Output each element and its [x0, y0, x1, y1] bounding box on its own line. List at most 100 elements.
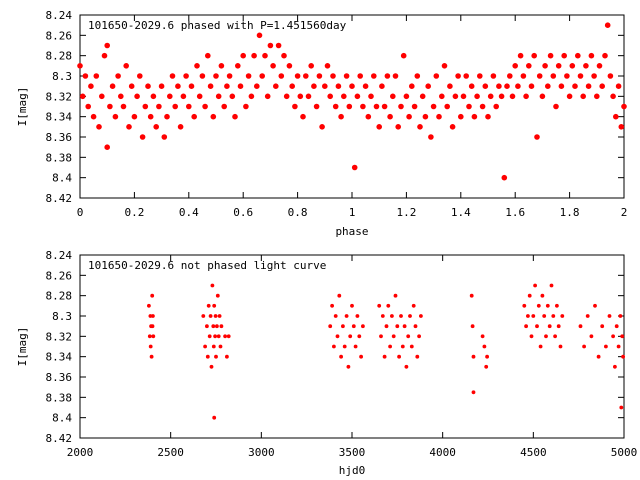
data-point: [390, 314, 394, 318]
data-point: [169, 73, 176, 79]
x-tick-label: 0.8: [288, 206, 308, 219]
data-point: [517, 52, 524, 59]
data-point: [471, 390, 476, 395]
data-point: [82, 73, 89, 79]
data-point: [109, 83, 116, 89]
data-point: [549, 283, 554, 288]
x-tick-label: 1.8: [560, 206, 580, 219]
data-point: [540, 293, 545, 298]
data-point: [267, 42, 274, 49]
y-tick-label: 8.3: [52, 70, 72, 83]
data-point: [466, 103, 472, 110]
x-tick-label: 1.2: [396, 206, 416, 219]
data-point: [217, 314, 222, 318]
x-tick-label: 1.6: [505, 206, 525, 219]
y-tick-label: 8.34: [46, 351, 73, 364]
data-point: [332, 103, 339, 110]
data-point: [411, 103, 418, 110]
data-point: [390, 93, 396, 100]
data-point: [588, 52, 595, 59]
data-point: [604, 344, 608, 349]
data-point: [359, 354, 363, 359]
y-tick-label: 8.34: [46, 111, 73, 124]
data-point: [218, 344, 223, 349]
data-point: [436, 113, 442, 120]
data-point: [203, 344, 208, 349]
data-point: [447, 83, 453, 89]
data-point: [151, 334, 156, 339]
data-point: [167, 93, 173, 100]
data-point: [322, 83, 328, 89]
data-point: [213, 334, 218, 339]
data-point: [207, 334, 212, 339]
data-point: [566, 93, 573, 100]
x-tick-label: 3000: [248, 446, 275, 459]
data-point: [388, 344, 392, 349]
y-tick-label: 8.4: [52, 412, 72, 425]
data-point: [538, 344, 543, 349]
data-point: [207, 83, 214, 89]
data-point: [526, 63, 532, 69]
data-point: [316, 73, 323, 79]
data-point: [202, 103, 208, 110]
data-point: [555, 303, 559, 308]
data-point: [395, 324, 400, 329]
data-point: [413, 324, 418, 329]
data-point: [553, 103, 559, 110]
data-point: [341, 93, 347, 100]
data-point: [509, 93, 516, 100]
data-point: [319, 124, 325, 130]
x-tick-label: 0.2: [124, 206, 144, 219]
x-tick-label: 2: [621, 206, 628, 219]
data-point: [411, 303, 416, 308]
data-point: [134, 93, 140, 100]
data-point: [303, 73, 309, 79]
y-tick-label: 8.26: [46, 269, 73, 282]
data-point: [444, 103, 451, 110]
data-point: [395, 124, 402, 130]
data-point: [479, 103, 486, 110]
data-point: [583, 63, 589, 69]
data-point: [553, 334, 557, 339]
data-point: [205, 324, 209, 329]
data-point: [515, 83, 521, 89]
data-point: [439, 93, 445, 100]
data-point: [153, 124, 159, 130]
data-point: [311, 83, 317, 89]
data-point: [351, 164, 358, 171]
data-point: [585, 83, 592, 89]
data-point: [430, 103, 437, 110]
data-point: [79, 93, 86, 100]
data-point: [409, 83, 415, 89]
data-point: [225, 354, 229, 359]
data-point: [575, 52, 581, 59]
data-point: [536, 303, 541, 308]
data-point: [343, 73, 350, 79]
data-point: [308, 63, 315, 69]
x-tick-label: 2500: [157, 446, 184, 459]
y-axis-label: I[mag]: [16, 327, 29, 367]
data-point: [589, 334, 594, 339]
data-point: [596, 63, 603, 69]
data-point: [379, 83, 385, 89]
data-point: [400, 52, 407, 59]
data-point: [387, 113, 393, 120]
data-point: [593, 303, 597, 308]
data-point: [194, 63, 200, 69]
data-point: [493, 103, 500, 110]
data-point: [610, 93, 616, 100]
data-point: [213, 73, 219, 79]
data-point: [402, 324, 407, 329]
x-tick-label: 1: [349, 206, 356, 219]
x-axis-label: phase: [335, 225, 368, 238]
x-tick-label: 4000: [429, 446, 456, 459]
data-point: [243, 103, 249, 110]
chart-title: 101650-2029.6 phased with P=1.451560day: [88, 19, 347, 32]
data-point: [455, 73, 461, 79]
data-point: [294, 73, 301, 79]
data-point: [123, 63, 129, 69]
data-point: [270, 63, 276, 69]
data-point: [218, 63, 225, 69]
data-point: [382, 354, 387, 359]
data-point: [560, 314, 565, 318]
